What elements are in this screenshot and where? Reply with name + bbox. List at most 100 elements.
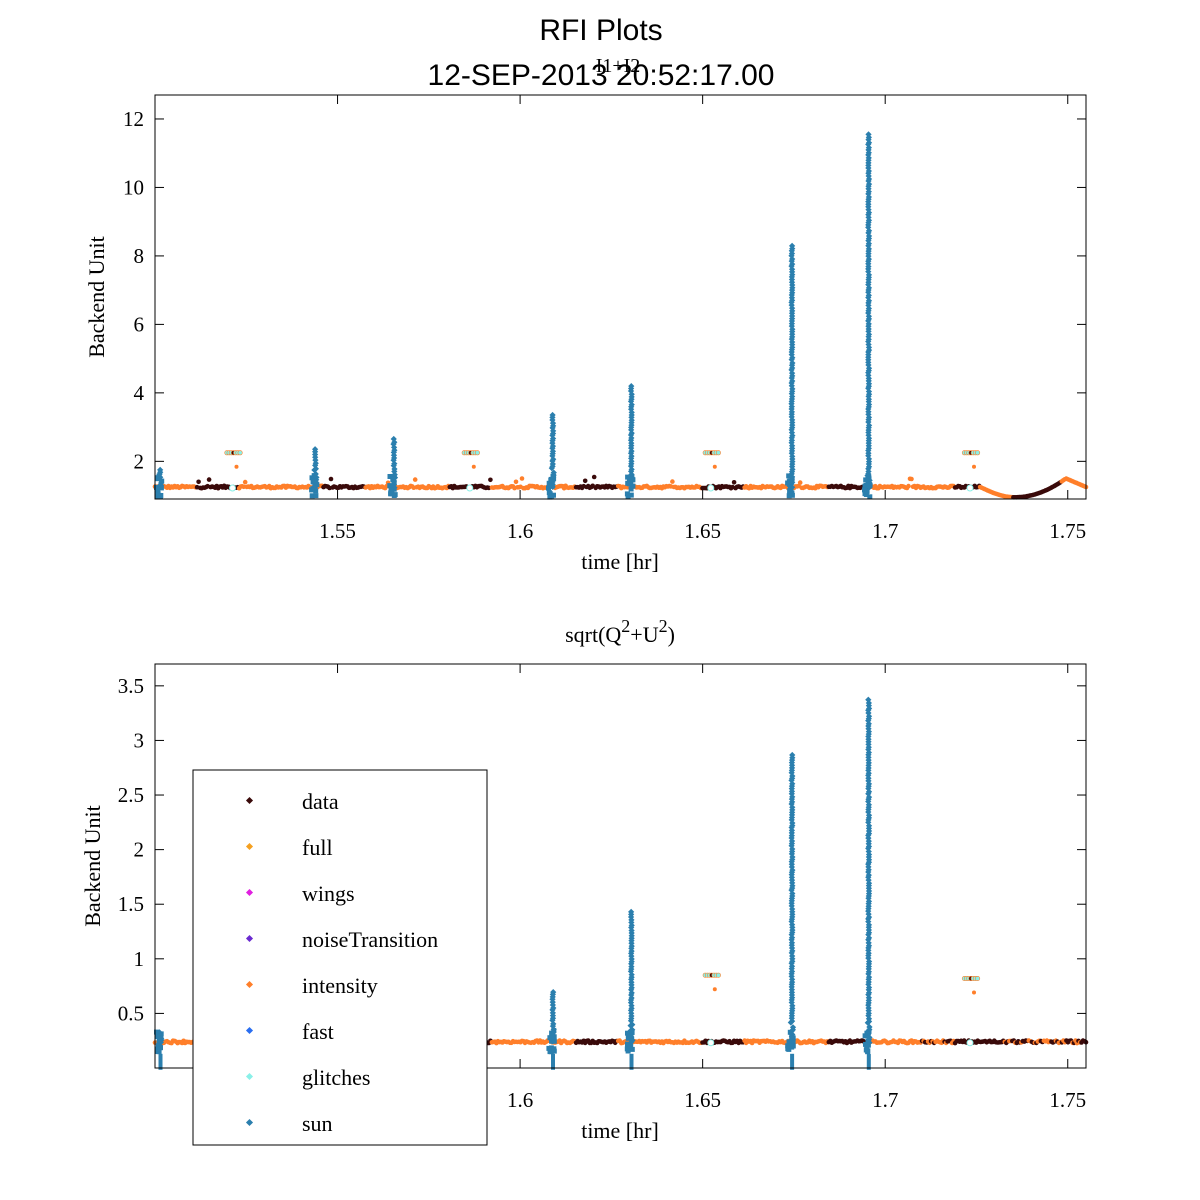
top-sun-point [862, 487, 867, 493]
bottom-sun-point [154, 1034, 160, 1040]
top-sun-point [625, 494, 631, 500]
bottom-sun-point [789, 1044, 795, 1050]
bottom-sun-point [629, 1036, 635, 1042]
top-sun-point [866, 483, 872, 489]
top-data-point [412, 477, 418, 482]
top-sun-point [788, 486, 794, 492]
top-xtick-label: 1.7 [872, 519, 898, 543]
top-sun-point [628, 486, 634, 492]
bottom-title-sup1: 2 [621, 616, 630, 636]
top-sun-point [158, 493, 163, 499]
legend-label: full [302, 835, 333, 860]
bottom-xtick-label: 1.65 [684, 1088, 721, 1112]
legend-marker [245, 888, 254, 897]
top-glitch-point [474, 450, 480, 456]
top-glitch-point [234, 464, 239, 469]
top-glitch-point [707, 484, 715, 492]
top-glitch-point [471, 464, 476, 469]
bottom-sun-point [866, 1053, 871, 1070]
bottom-glitch-point [712, 987, 717, 992]
bottom-title-part2: +U [630, 622, 658, 647]
top-data-point [591, 474, 597, 480]
bottom-sun-point [154, 1029, 159, 1035]
top-glitch-point [229, 484, 236, 492]
bottom-xtick-label: 1.7 [872, 1088, 898, 1112]
bottom-sun-point [785, 1046, 791, 1052]
legend-marker [245, 980, 254, 989]
bottom-glitch-point [975, 975, 981, 981]
top-sun-point [551, 492, 556, 498]
legend-marker [245, 842, 254, 851]
top-sun-point [624, 491, 630, 497]
top-glitch-point [712, 464, 717, 469]
bottom-title-part3: ) [668, 622, 675, 647]
bottom-glitch-point [715, 972, 721, 978]
top-ytick-label: 8 [134, 244, 145, 268]
bottom-sun-point [155, 1046, 161, 1052]
top-sun-point [391, 473, 397, 479]
bottom-sun-point [551, 1027, 557, 1033]
bottom-xtick-label: 1.75 [1049, 1088, 1086, 1112]
bottom-sun-point [865, 1038, 871, 1044]
legend-label: intensity [302, 973, 378, 998]
top-sun-point [786, 473, 792, 479]
top-sun-point [158, 485, 164, 491]
top-sun-point [309, 487, 315, 493]
bottom-sun-point [790, 1038, 795, 1044]
legend-box [192, 769, 488, 1146]
top-sun-point [630, 483, 636, 489]
top-ytick-label: 12 [123, 107, 144, 131]
top-sun-point [156, 473, 162, 479]
top-sun-point [311, 485, 317, 491]
bottom-sun-point [158, 1053, 163, 1070]
bottom-sun-point [862, 1033, 868, 1039]
figure-title: RFI Plots [539, 14, 662, 47]
top-xtick-label: 1.75 [1049, 519, 1086, 543]
top-sun-point [863, 477, 869, 483]
top-ytick-label: 10 [123, 175, 144, 199]
top-ylabel: Backend Unit [84, 236, 109, 358]
bottom-glitch-point [972, 990, 976, 995]
bottom-sun-point [786, 1039, 792, 1045]
top-sun-point [548, 477, 554, 483]
bottom-sun-point [628, 1043, 634, 1049]
top-sun-point [313, 493, 319, 499]
bottom-sun-point [155, 1043, 161, 1049]
top-data-point [328, 476, 334, 482]
bottom-ytick-label: 2.5 [118, 783, 144, 807]
bottom-sun-point [626, 1034, 631, 1040]
top-axes-frame [154, 94, 1087, 500]
bottom-ytick-label: 3 [134, 728, 145, 752]
legend-entries: data full wings noiseTransition intensity fas… [245, 789, 438, 1136]
bottom-title-part1: sqrt(Q [565, 622, 621, 647]
bottom-sun-point [790, 1035, 796, 1041]
top-sun-point [627, 481, 632, 487]
bottom-xtick-label: 1.6 [507, 1088, 533, 1112]
top-xtick-label: 1.55 [319, 519, 356, 543]
top-data-point [909, 476, 914, 482]
top-glitch-point [966, 484, 974, 492]
legend-label: glitches [302, 1065, 370, 1090]
bottom-sun-point [787, 1019, 794, 1026]
bottom-sun-point [790, 1053, 795, 1070]
bottom-sun-point [863, 1047, 869, 1053]
bottom-ytick-label: 0.5 [118, 1001, 144, 1025]
top-sun-point [547, 483, 553, 489]
top-sun-point [391, 479, 397, 485]
top-data-point [731, 480, 737, 485]
bottom-sun-point [551, 1048, 557, 1054]
top-sun-point [312, 480, 318, 485]
top-ticks: 1.55 1.6 1.65 1.7 1.75 2 4 6 8 10 12 [123, 95, 1086, 543]
bottom-sun-point [547, 1049, 553, 1055]
top-sun-point [786, 493, 792, 499]
top-xtick-label: 1.6 [507, 519, 533, 543]
legend-label: sun [302, 1111, 333, 1136]
top-sun-point [866, 476, 872, 482]
legend-marker [245, 796, 254, 805]
top-ytick-label: 2 [134, 449, 145, 473]
top-sun-point [388, 490, 394, 496]
bottom-axes-frame [154, 663, 1087, 1069]
bottom-sun-point [625, 1041, 630, 1047]
top-xlabel: time [hr] [581, 549, 659, 574]
